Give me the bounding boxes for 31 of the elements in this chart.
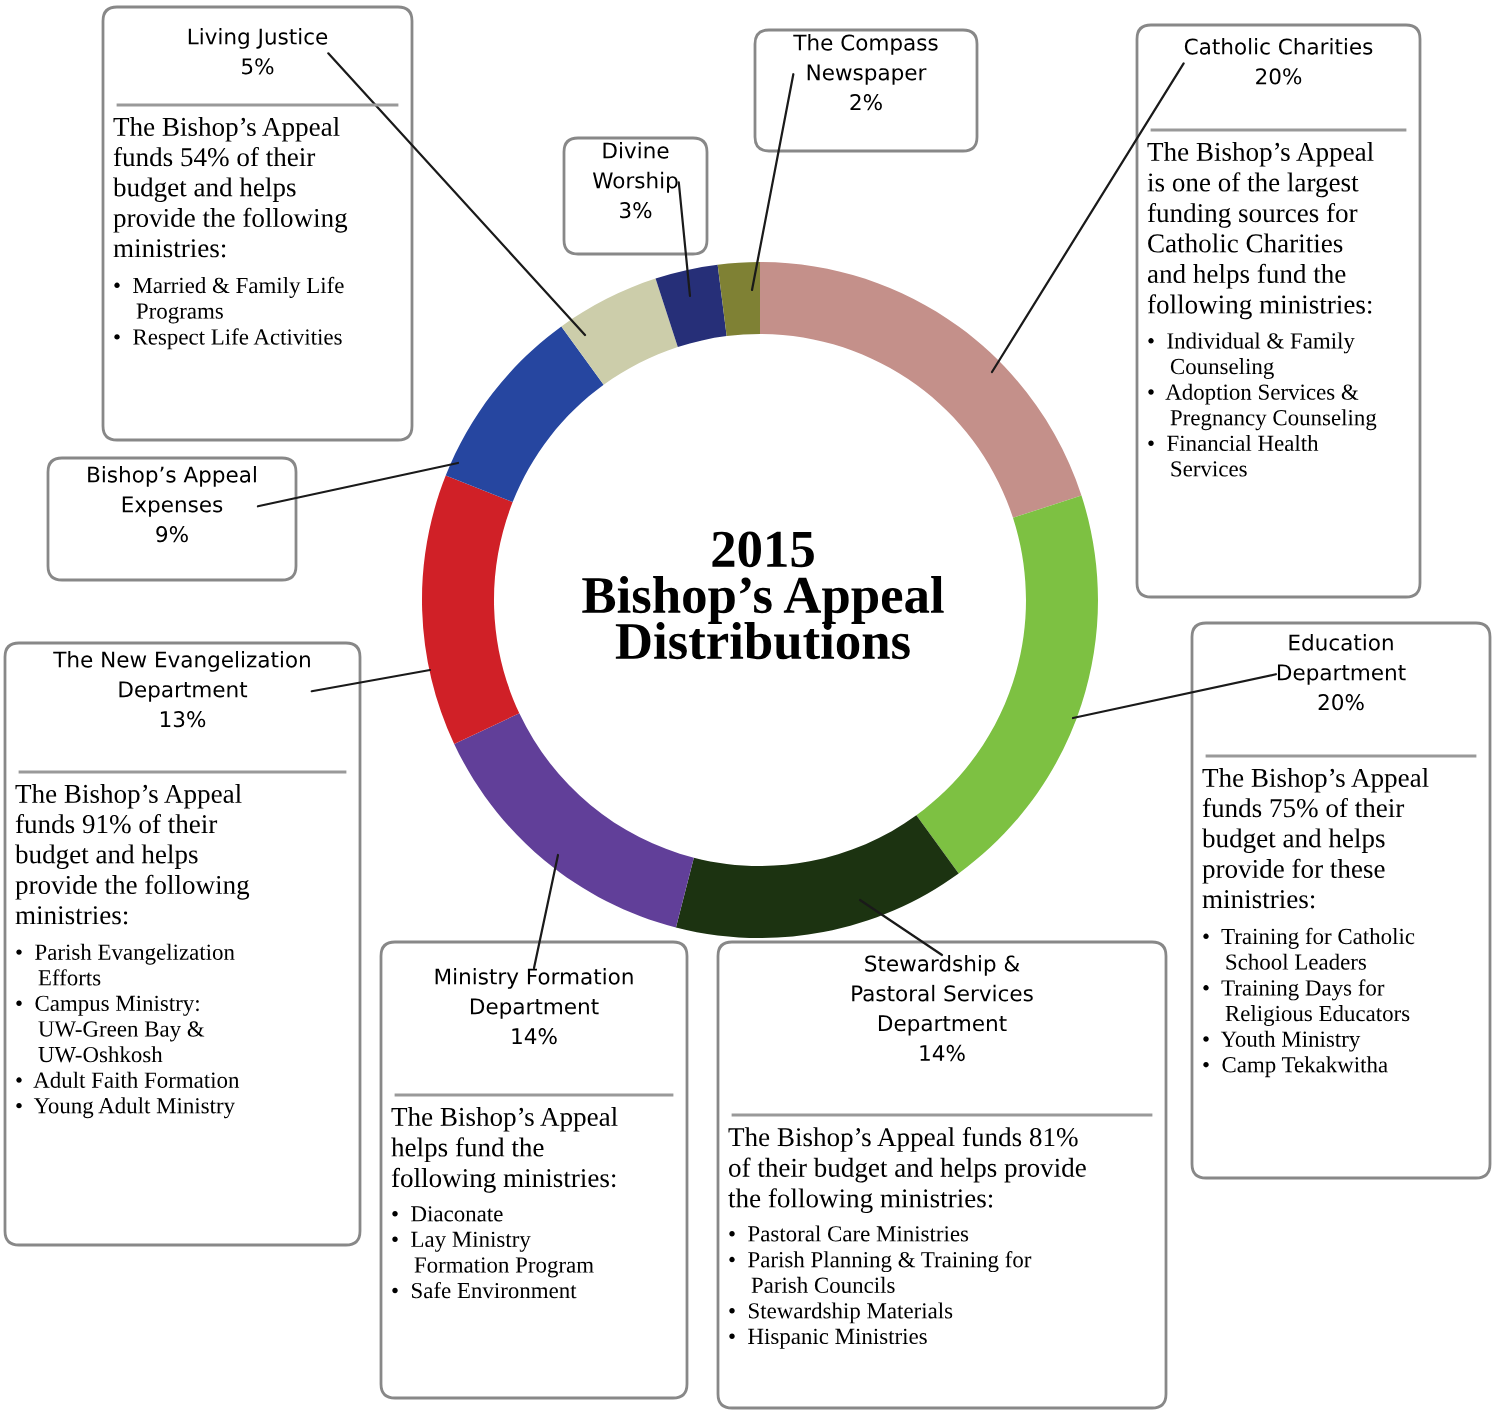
text: The Bishop’s Appeal funds 75% of their budget and helps provide for these ministries: xyxy=(1202,768,1429,909)
text: 2015 Bishop’s Appeal Distributions xyxy=(582,531,944,660)
data-label: 14% xyxy=(512,1028,557,1045)
text: The Bishop’s Appeal funds 91% of their budget and helps provide the following ministries: xyxy=(15,784,250,925)
text: • Training for Catholic School Leaders • Training Days for Religious Educators • Youth Ministry • Camp Tekakwitha xyxy=(1203,927,1415,1078)
text: The Bishop’s Appeal is one of the largest funding sources for Catholic Charities and helps fund the following ministries: xyxy=(1147,142,1374,320)
data-label: 20% xyxy=(1318,694,1364,711)
data-label: 13% xyxy=(160,711,206,728)
text: The Bishop’s Appeal helps fund the following ministries: xyxy=(391,1107,618,1193)
text: The Bishop’s Appeal funds 54% of their budget and helps provide the following ministries: xyxy=(113,117,348,258)
data-label: 5% xyxy=(242,58,274,75)
text: • Diaconate • Lay Ministry Formation Program • Safe Environment xyxy=(392,1206,594,1299)
slice-label: Bishop’s Appeal Expenses xyxy=(88,466,256,517)
slice-label: Living Justice xyxy=(188,28,328,49)
slice-label: Divine Worship xyxy=(592,142,678,193)
data-label: 20% xyxy=(1256,68,1302,85)
slice-label: Ministry Formation Department xyxy=(435,968,633,1019)
text: • Pastoral Care Ministries • Parish Planning & Training for Parish Councils • Stewardship Materials • Hispanic Ministries xyxy=(729,1225,1032,1349)
text: • Individual & Family Counseling • Adoption Services & Pregnancy Counseling • Financial Health Services xyxy=(1148,332,1377,477)
text: The Bishop’s Appeal funds 81% of their budget and helps provide the following ministries: xyxy=(728,1127,1086,1214)
text: • Married & Family Life Programs • Respect Life Activities xyxy=(114,276,344,350)
data-label: 2% xyxy=(850,94,882,111)
slice-label: The Compass Newspaper xyxy=(793,34,938,85)
text: • Parish Evangelization Efforts • Campus Ministry: UW-Green Bay & UW-Oshkosh • Adult Faith Formation • Young Adult Ministry xyxy=(16,943,240,1119)
slice-label: Catholic Charities xyxy=(1184,38,1373,55)
slice-label: Education Department xyxy=(1277,634,1406,685)
data-label: 9% xyxy=(156,526,188,543)
slice-label: Stewardship & Pastoral Services Department xyxy=(852,955,1033,1036)
data-label: 14% xyxy=(920,1044,965,1062)
slice-label: The New Evangelization Department xyxy=(53,651,310,702)
data-label: 3% xyxy=(620,202,652,219)
